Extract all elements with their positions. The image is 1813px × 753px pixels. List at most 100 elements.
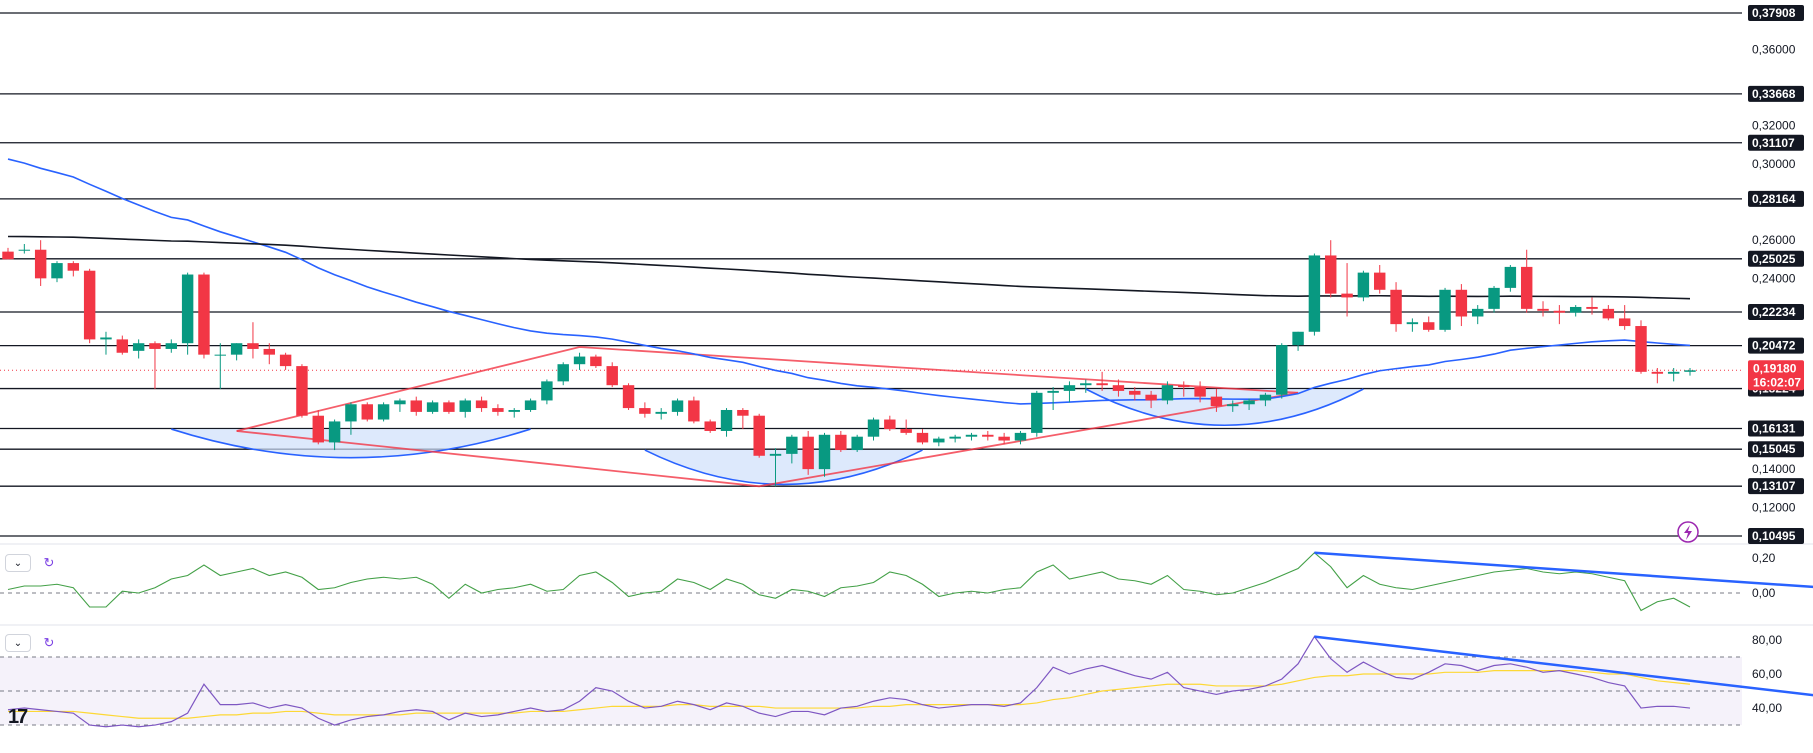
candle-body	[622, 385, 635, 409]
candle-body	[296, 366, 308, 416]
candle	[1129, 387, 1141, 401]
candle	[1276, 343, 1288, 399]
candle-body	[149, 343, 161, 349]
candle-body	[590, 356, 602, 367]
candle	[214, 343, 227, 389]
price-tick-label: 0,32000	[1752, 119, 1796, 133]
candle	[900, 419, 912, 435]
candle-body	[524, 400, 537, 410]
candle	[753, 413, 765, 458]
candle	[704, 419, 716, 433]
candle	[737, 408, 749, 430]
candle-body	[18, 249, 31, 251]
candle-body	[263, 348, 275, 355]
candle	[590, 354, 602, 369]
candle-body	[459, 400, 471, 412]
candle	[51, 261, 63, 283]
candle-body	[1161, 385, 1174, 401]
candle-body	[2, 251, 14, 260]
level-tag-bg	[1748, 304, 1804, 321]
level-tag-label: 0,13107	[1752, 479, 1796, 493]
candle	[998, 432, 1010, 445]
candle-body	[1667, 371, 1680, 374]
candle	[1243, 398, 1255, 410]
rsi-tick-label: 40,00	[1752, 701, 1782, 715]
candle-body	[1455, 289, 1468, 317]
candle-body	[410, 400, 422, 412]
candle-body	[949, 436, 961, 439]
candle-body	[916, 432, 929, 443]
level-tag-bg	[1748, 337, 1804, 354]
candle-body	[1439, 289, 1451, 330]
pane1-collapse-button[interactable]: ⌄	[5, 554, 31, 572]
indicator1-tick-label: 0,20	[1752, 551, 1776, 565]
candle-body	[639, 408, 651, 414]
candle	[1684, 368, 1696, 376]
rsi-tick-label: 60,00	[1752, 667, 1782, 681]
candle-body	[279, 354, 292, 367]
candle	[802, 430, 814, 475]
candle	[1488, 285, 1500, 313]
candle-body	[1684, 370, 1696, 372]
candle	[34, 240, 47, 286]
candle-body	[720, 409, 733, 431]
candle	[965, 432, 978, 441]
candle	[786, 434, 798, 464]
candle	[867, 417, 880, 441]
candle-body	[1096, 383, 1108, 386]
candle	[1390, 282, 1402, 332]
candle-body	[1031, 392, 1043, 433]
alert-bolt-icon-glyph	[1684, 525, 1692, 540]
candle	[1227, 400, 1239, 412]
candle	[377, 402, 390, 422]
candle	[1553, 305, 1566, 325]
candle	[247, 322, 259, 359]
candle-body	[1586, 306, 1598, 309]
level-tag-bg	[1748, 420, 1804, 437]
level-tag-bg	[1748, 85, 1804, 102]
candle-body	[1423, 322, 1435, 330]
candle	[18, 244, 31, 254]
candle	[720, 408, 733, 437]
level-tag-bg	[1748, 528, 1804, 544]
level-tag-label: 0,10495	[1752, 529, 1796, 543]
rsi-signal-line	[8, 670, 1691, 719]
pane2-collapse-button[interactable]: ⌄	[5, 634, 31, 652]
candle	[1210, 388, 1223, 412]
candle-body	[34, 249, 47, 279]
candle-body	[1308, 255, 1321, 332]
candle-body	[900, 429, 912, 433]
pane1-refresh-icon[interactable]: ↻	[43, 555, 55, 570]
candle	[1325, 240, 1337, 298]
level-tag-bg	[1748, 134, 1804, 151]
ma-blue-line	[7, 158, 1691, 405]
candle-body	[51, 263, 63, 279]
candle-body	[1243, 400, 1255, 405]
pane2-refresh-icon[interactable]: ↻	[43, 635, 55, 650]
candle	[769, 448, 782, 487]
candle-body	[1471, 308, 1484, 317]
candle-body	[1341, 293, 1353, 298]
level-tag-label: 0,28164	[1752, 192, 1796, 206]
candle	[263, 343, 275, 365]
current-price-label: 0,19180	[1753, 361, 1797, 375]
candle	[181, 272, 194, 355]
candle	[230, 343, 243, 361]
candle-body	[655, 411, 667, 414]
candle	[639, 402, 651, 418]
candle	[949, 434, 961, 443]
candle	[165, 339, 178, 353]
candle	[557, 362, 569, 386]
cup-pattern-3	[1085, 388, 1364, 427]
candle-body	[884, 419, 896, 430]
candle-body	[1635, 326, 1647, 372]
candle-body	[1014, 432, 1027, 441]
triangle-lower-line	[236, 391, 1299, 488]
indicator1-tick-label: 0,00	[1752, 586, 1776, 600]
candle-body	[1504, 266, 1517, 288]
candle-body	[1276, 345, 1288, 395]
candle	[1537, 301, 1549, 317]
candle	[1031, 390, 1043, 437]
